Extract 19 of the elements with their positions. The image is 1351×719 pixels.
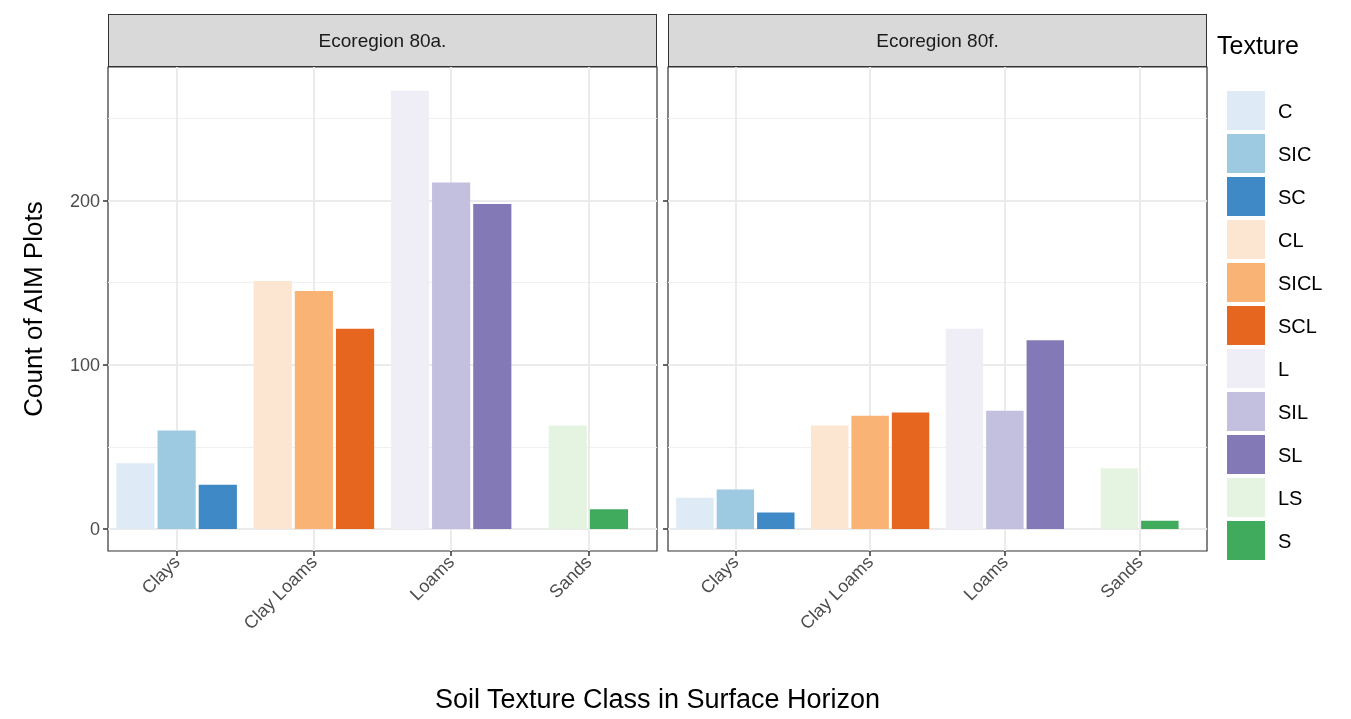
legend-label: SCL [1278,314,1317,337]
legend-label: L [1278,357,1290,380]
chart-title: Ecoregion 80f. [668,14,1207,67]
y-tick-label: 0 [89,519,100,539]
y-axis-title: Count of AIM Plots [18,201,48,417]
legend-label: LS [1278,486,1303,509]
legend-label: SIC [1278,142,1312,165]
y-tick-label: 100 [69,354,100,375]
chart-title: Ecoregion 80a. [108,14,657,67]
legend-label: CL [1278,228,1304,251]
legend-label: S [1278,529,1292,552]
x-axis-title: Soil Texture Class in Surface Horizon [433,684,882,715]
legend-title: Texture [1217,30,1299,59]
legend-label: SC [1278,185,1306,208]
y-tick-label: 200 [69,190,100,211]
legend-label: C [1278,99,1293,122]
legend-label: SIL [1278,400,1309,423]
legend-label: SL [1278,443,1303,466]
legend-label: SICL [1278,271,1323,294]
